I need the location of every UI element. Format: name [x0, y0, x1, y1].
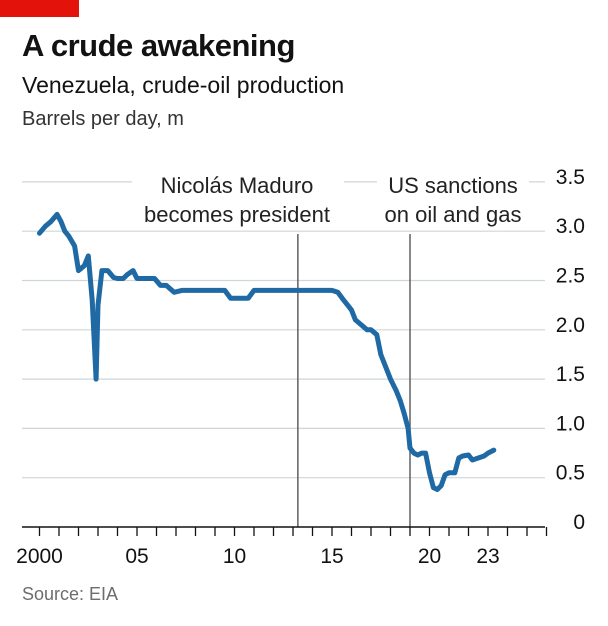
y-tick-label: 0	[573, 511, 585, 534]
annotation-mask	[377, 170, 529, 226]
y-tick-label: 1.0	[556, 412, 585, 435]
chart-subtitle: Venezuela, crude-oil production	[22, 72, 345, 98]
source-note: Source: EIA	[22, 584, 119, 604]
y-tick-label: 0.5	[556, 462, 585, 485]
series-layer	[37, 211, 497, 492]
y-tick-label: 2.5	[556, 265, 585, 288]
x-tick-label: 20	[418, 545, 441, 568]
x-tick-label: 05	[125, 545, 148, 568]
x-tick-label: 15	[320, 545, 343, 568]
x-tick-label: 10	[223, 545, 246, 568]
y-axis-unit: Barrels per day, m	[22, 108, 184, 130]
y-tick-label: 3.0	[556, 215, 585, 238]
brand-tag	[0, 0, 79, 17]
chart-title: A crude awakening	[22, 28, 295, 63]
y-tick-label: 3.5	[556, 166, 585, 189]
annotation-mask	[132, 170, 344, 226]
gridlines	[22, 181, 545, 479]
axes: 0 0.5 1.0 1.5 2.0 2.5 3.0 3.5 2000 05 10 15 20 23	[16, 166, 585, 568]
y-tick-label: 2.0	[556, 314, 585, 337]
annotation-label: Nicolás Maduro	[161, 173, 314, 198]
annotations: Nicolás Maduro becomes president US sancti…	[132, 170, 529, 527]
annotation-label: on oil and gas	[385, 202, 522, 227]
annotation-label: becomes president	[144, 202, 330, 227]
series-line-production	[37, 211, 497, 492]
x-tick-label: 23	[476, 545, 499, 568]
annotation-label: US sanctions	[388, 173, 518, 198]
x-tick-label: 2000	[16, 545, 63, 568]
y-tick-label: 1.5	[556, 363, 585, 386]
